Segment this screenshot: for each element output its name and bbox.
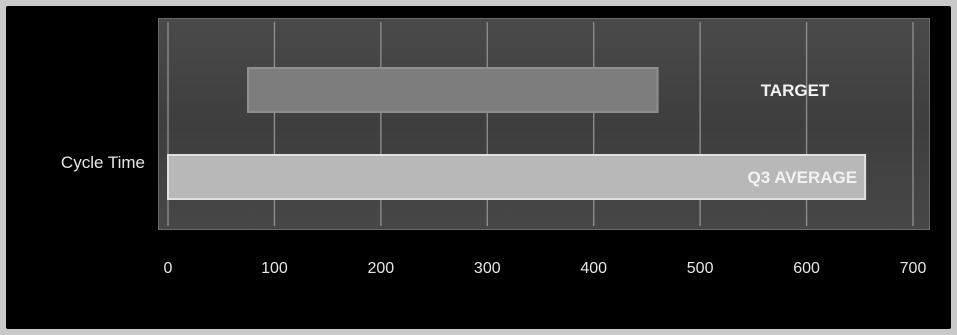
bar-q3-average — [167, 154, 867, 200]
bar-label-q3-average: Q3 AVERAGE — [748, 168, 858, 187]
x-tick-label: 600 — [793, 260, 820, 277]
x-tick-label: 400 — [580, 260, 607, 277]
x-tick-label: 200 — [368, 260, 395, 277]
bar-target — [247, 67, 659, 113]
x-tick-label: 300 — [474, 260, 501, 277]
x-axis-ticks: 0 100 200 300 400 500 600 700 — [164, 260, 927, 277]
bar-label-target: TARGET — [761, 81, 830, 100]
category-label: Cycle Time — [61, 153, 145, 172]
x-tick-label: 500 — [687, 260, 714, 277]
x-tick-label: 700 — [900, 260, 927, 277]
bars: TARGET Q3 AVERAGE — [167, 67, 867, 200]
x-tick-label: 0 — [164, 260, 173, 277]
x-tick-label: 100 — [261, 260, 288, 277]
